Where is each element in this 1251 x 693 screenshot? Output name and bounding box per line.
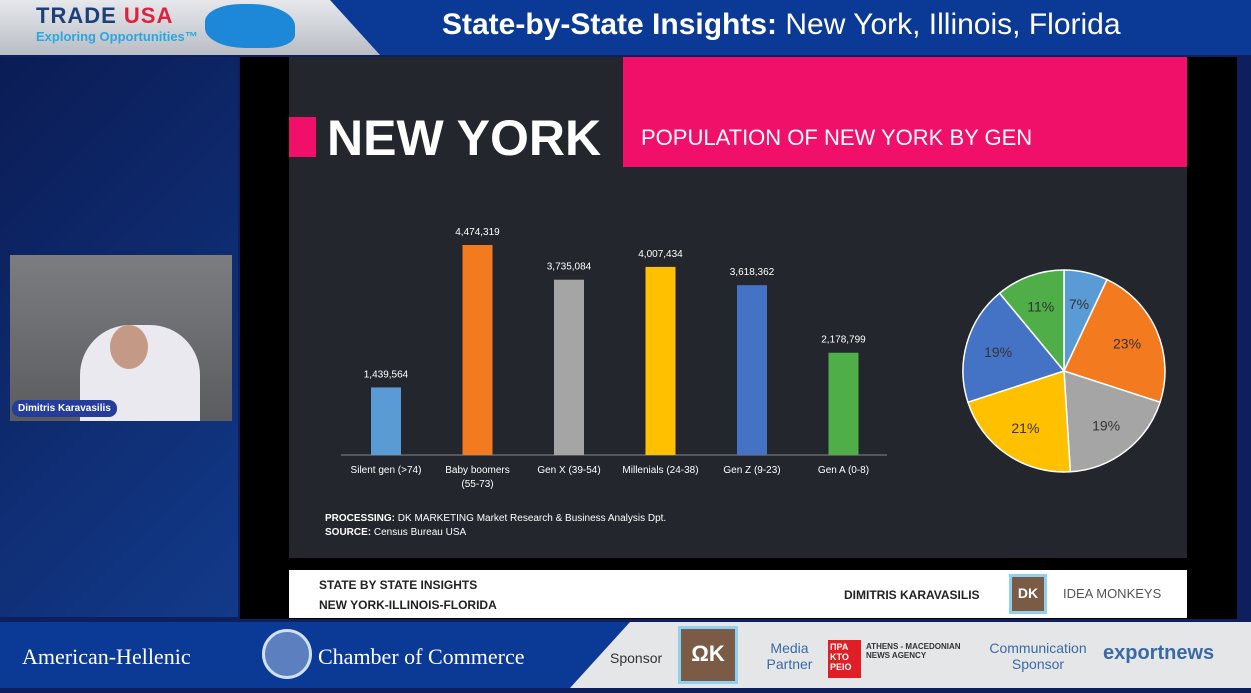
pie-label: 21% — [1011, 420, 1039, 436]
bar-value-label: 1,439,564 — [364, 369, 409, 380]
category-label: Gen A (0-8) — [818, 465, 869, 476]
header-bar: TRADE USA Exploring Opportunities™ State… — [0, 0, 1251, 55]
category-label: Gen Z (9-23) — [723, 465, 780, 476]
subtitle-box: POPULATION OF NEW YORK BY GEN — [623, 57, 1187, 167]
exportnews-logo: exportnews — [1103, 642, 1215, 664]
sponsor-bar: American-Hellenic Chamber of Commerce Sp… — [0, 622, 1251, 688]
footer-presenter: DIMITRIS KARAVASILIS — [844, 588, 980, 602]
bar — [371, 387, 401, 455]
category-label: Silent gen (>74) — [351, 465, 422, 476]
person-head — [110, 325, 148, 369]
footer-line2: NEW YORK-ILLINOIS-FLORIDA — [319, 598, 497, 612]
brand-tagline: Exploring Opportunities™ — [36, 29, 198, 44]
slide: NEW YORK POPULATION OF NEW YORK BY GEN 1… — [289, 57, 1187, 558]
ahcc-banner: American-Hellenic Chamber of Commerce — [0, 622, 630, 688]
bar — [737, 285, 767, 455]
idea-monkeys-logo: IDEA MONKEYS — [1063, 586, 1162, 601]
sponsor-label: Sponsor — [610, 650, 663, 666]
pie-label: 19% — [1092, 417, 1120, 433]
footer-line1: STATE BY STATE INSIGHTS — [319, 578, 478, 592]
bar — [645, 266, 676, 455]
bar-value-label: 4,007,434 — [638, 249, 683, 260]
ahcc-name-2: Chamber of Commerce — [318, 644, 525, 669]
category-label: Baby boomers — [445, 465, 509, 476]
processing-note: PROCESSING: DK MARKETING Market Research… — [325, 513, 667, 524]
bar-value-label: 2,178,799 — [821, 335, 866, 346]
pie-label: 19% — [984, 344, 1012, 360]
slide-footer: STATE BY STATE INSIGHTS NEW YORK-ILLINOI… — [289, 570, 1187, 618]
pie-slice — [1062, 278, 1166, 404]
ana-logo: ΠΡΑ ΚΤΟ ΡΕΙΟ — [828, 640, 861, 678]
bar — [462, 245, 493, 455]
category-label: Gen X (39-54) — [537, 465, 600, 476]
participant-video[interactable] — [10, 255, 232, 421]
ahcc-seal-icon — [262, 629, 312, 679]
media-partner-label: Media Partner — [766, 640, 813, 672]
heading-marker — [289, 117, 316, 157]
brand-main: TRADE — [36, 3, 124, 28]
slide-heading: NEW YORK — [327, 110, 602, 166]
participant-name: Dimitris Karavasilis — [12, 400, 117, 417]
bar-value-label: 4,474,319 — [455, 227, 500, 238]
page-title: State-by-State Insights: New York, Illin… — [442, 8, 1121, 41]
trade-usa-logo: TRADE USA Exploring Opportunities™ — [0, 0, 380, 55]
pie-slice — [962, 292, 1066, 404]
pie-slice — [998, 269, 1065, 374]
slide-subtitle: POPULATION OF NEW YORK BY GEN — [641, 125, 1033, 150]
dk-logo: DK — [1009, 574, 1047, 614]
ahcc-name-1: American-Hellenic — [22, 644, 191, 669]
generation-charts: 1,439,564 Silent gen (>74) 4,474,319 Baby b… — [341, 227, 1166, 490]
category-label: Millenials (24-38) — [622, 465, 698, 476]
usa-map-icon — [205, 4, 295, 48]
bar — [828, 352, 859, 455]
pie-label: 23% — [1113, 336, 1141, 352]
ana-name: ATHENS - MACEDONIAN NEWS AGENCY — [866, 642, 961, 660]
bar-value-label: 3,618,362 — [730, 267, 775, 278]
brand-accent: USA — [123, 3, 174, 28]
communication-sponsor-label: Communication Sponsor — [989, 640, 1087, 672]
bar — [554, 279, 584, 455]
pie-slice — [1063, 369, 1162, 473]
dk-marketing-logo: ΩK — [678, 626, 738, 684]
bar-value-label: 3,735,084 — [547, 262, 592, 273]
source-note: SOURCE: Census Bureau USA — [325, 527, 467, 538]
pie-label: 11% — [1027, 298, 1054, 314]
category-label: (55-73) — [461, 479, 493, 490]
pie-slice — [966, 369, 1072, 473]
pie-label: 7% — [1069, 296, 1089, 312]
